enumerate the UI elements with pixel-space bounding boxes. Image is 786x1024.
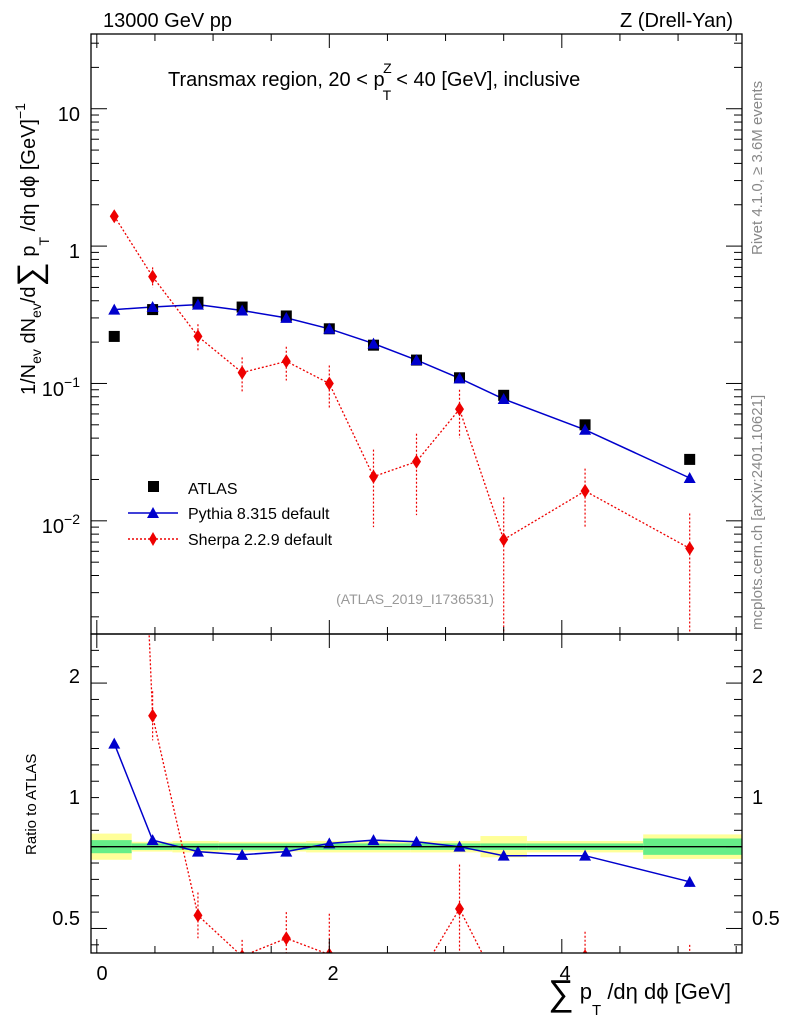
- pythia-ratio-point: [367, 834, 380, 846]
- pythia-ratio-point: [579, 849, 592, 861]
- ratio-ytick-label-0.5: 0.5: [52, 908, 80, 930]
- sherpa-ratio-point: [582, 949, 588, 953]
- pythia-ratio-point: [108, 737, 121, 749]
- main-plot-series: [108, 209, 696, 634]
- ratio-ylabel: Ratio to ATLAS: [23, 754, 40, 855]
- legend-marker-pythia: [147, 507, 159, 518]
- sherpa-ratio-point: [239, 949, 245, 953]
- pythia-point: [497, 393, 510, 405]
- sherpa-ratio-point: [281, 931, 291, 946]
- pythia-point: [453, 372, 466, 384]
- ratio-ytick-label-2-right: 2: [752, 666, 763, 688]
- sherpa-point: [281, 354, 291, 369]
- legend-marker-sherpa: [149, 532, 157, 546]
- pythia-ratio-point: [236, 848, 249, 860]
- process-label: Z (Drell-Yan): [620, 10, 733, 32]
- pythia-point: [410, 354, 423, 366]
- pythia-ratio-point: [410, 835, 423, 847]
- sherpa-ratio-point: [455, 901, 465, 916]
- legend-label-atlas: ATLAS: [188, 481, 238, 498]
- sherpa-point: [685, 541, 695, 556]
- sherpa-ratio-point: [148, 708, 158, 723]
- xtick-label-0: 0: [96, 963, 107, 985]
- pythia-point: [579, 423, 592, 435]
- ytick-label-1: 1: [69, 241, 80, 263]
- sherpa-point: [412, 454, 421, 469]
- pythia-point: [146, 301, 159, 313]
- xtick-label-2: 2: [327, 963, 338, 985]
- sherpa-point: [237, 365, 247, 380]
- pythia-ratio-point: [191, 845, 204, 857]
- atlas-point: [108, 330, 120, 342]
- pythia-point: [236, 304, 249, 316]
- sherpa-point: [193, 329, 203, 344]
- sherpa-ratio-point: [412, 974, 421, 988]
- sherpa-point: [324, 376, 334, 391]
- ratio-ytick-label-2: 2: [69, 666, 80, 688]
- sherpa-ratio-point: [369, 985, 378, 999]
- ratio-plot-series: [108, 634, 696, 1003]
- pythia-ratio-point: [323, 837, 336, 849]
- pythia-ratio-line: [113, 743, 690, 883]
- beam-label: 13000 GeV pp: [103, 10, 232, 32]
- ratio-ytick-label-0.5-right: 0.5: [752, 908, 780, 930]
- ytick-label-0.1: 10−1: [42, 374, 80, 401]
- pythia-point: [280, 311, 293, 323]
- sherpa-point: [499, 532, 509, 547]
- pythia-point: [191, 298, 204, 310]
- pythia-point: [367, 337, 380, 349]
- sherpa-line: [113, 215, 691, 549]
- mcplots-label: mcplots.cern.ch [arXiv:2401.10621]: [749, 395, 766, 630]
- atlas-point: [684, 453, 696, 465]
- pythia-point: [683, 472, 696, 484]
- ytick-label-10: 10: [58, 104, 80, 126]
- sherpa-point: [455, 402, 465, 417]
- rivet-version-label: Rivet 4.1.0, ≥ 3.6M events: [749, 81, 766, 255]
- sherpa-point: [148, 269, 158, 284]
- pythia-ratio-point: [280, 845, 293, 857]
- axis-ticks: [91, 34, 742, 953]
- sherpa-ratio-point: [499, 989, 508, 1003]
- legend-label-sherpa: Sherpa 2.2.9 default: [188, 532, 333, 549]
- ytick-label-0.01: 10−2: [42, 511, 80, 538]
- pythia-ratio-point: [146, 834, 159, 846]
- pythia-point: [108, 303, 121, 315]
- sherpa-point: [109, 209, 119, 224]
- sherpa-point: [368, 469, 378, 484]
- pythia-line: [114, 303, 691, 479]
- pythia-point: [323, 322, 336, 334]
- legend-marker-atlas: [148, 481, 159, 492]
- sherpa-ratio-point: [193, 908, 203, 923]
- pythia-ratio-point: [497, 849, 510, 861]
- xlabel: ∑ pT /dη dϕ [GeV]: [548, 972, 731, 1019]
- analysis-watermark: (ATLAS_2019_I1736531): [336, 591, 494, 607]
- ratio-ytick-label-1-right: 1: [752, 787, 763, 809]
- legend-label-pythia: Pythia 8.315 default: [188, 506, 330, 523]
- xtick-label-4: 4: [559, 963, 570, 985]
- legend: ATLAS Pythia 8.315 default Sherpa 2.2.9 …: [128, 481, 333, 549]
- ratio-ytick-label-1: 1: [69, 787, 80, 809]
- sherpa-point: [580, 483, 590, 498]
- plot-title: Transmax region, 20 < p TZ < 40 [GeV], in…: [168, 60, 580, 103]
- ratio-plot-frame: [90, 633, 743, 954]
- main-ylabel: 1/Nev dNev/d∑ pT /dη dϕ [GeV]−1: [11, 103, 52, 395]
